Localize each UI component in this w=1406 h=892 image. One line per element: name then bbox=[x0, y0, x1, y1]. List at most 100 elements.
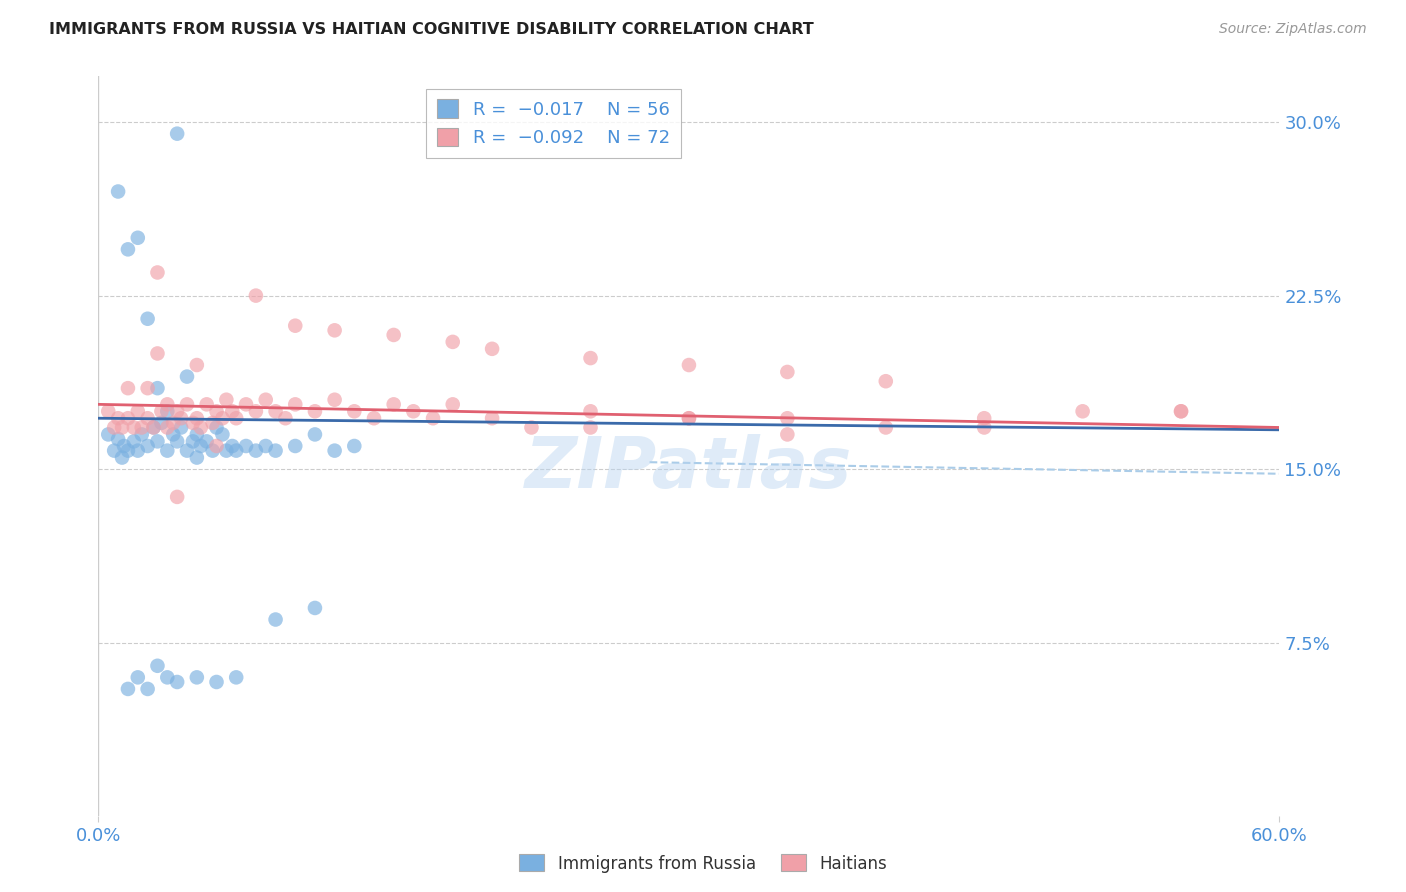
Point bbox=[156, 397, 179, 411]
Point bbox=[127, 670, 149, 684]
Point bbox=[170, 411, 193, 425]
Point bbox=[382, 397, 405, 411]
Point bbox=[156, 404, 179, 418]
Point bbox=[186, 427, 208, 442]
Point bbox=[211, 427, 233, 442]
Point bbox=[186, 411, 208, 425]
Point bbox=[107, 411, 129, 425]
Point bbox=[131, 420, 153, 434]
Point bbox=[221, 439, 243, 453]
Point bbox=[150, 404, 173, 418]
Point bbox=[136, 381, 159, 395]
Point bbox=[181, 434, 204, 449]
Point bbox=[166, 404, 188, 418]
Legend: Immigrants from Russia, Haitians: Immigrants from Russia, Haitians bbox=[513, 847, 893, 880]
Point bbox=[136, 439, 159, 453]
Point bbox=[245, 288, 267, 302]
Point bbox=[181, 416, 204, 430]
Point bbox=[103, 420, 125, 434]
Point bbox=[112, 439, 135, 453]
Point bbox=[117, 243, 139, 257]
Point bbox=[146, 658, 169, 673]
Point bbox=[973, 420, 995, 434]
Point bbox=[579, 404, 602, 418]
Point bbox=[284, 439, 307, 453]
Point bbox=[195, 397, 218, 411]
Point bbox=[127, 443, 149, 458]
Point bbox=[776, 365, 799, 379]
Point bbox=[776, 411, 799, 425]
Point bbox=[127, 404, 149, 418]
Point bbox=[127, 231, 149, 245]
Point bbox=[205, 439, 228, 453]
Point bbox=[166, 675, 188, 690]
Point bbox=[274, 411, 297, 425]
Point bbox=[131, 427, 153, 442]
Point bbox=[136, 681, 159, 696]
Point bbox=[142, 420, 165, 434]
Point bbox=[211, 411, 233, 425]
Point bbox=[304, 404, 326, 418]
Point bbox=[264, 613, 287, 627]
Point bbox=[97, 404, 120, 418]
Point bbox=[264, 443, 287, 458]
Point bbox=[284, 318, 307, 333]
Point bbox=[422, 411, 444, 425]
Point bbox=[245, 404, 267, 418]
Point bbox=[117, 411, 139, 425]
Point bbox=[254, 392, 277, 407]
Point bbox=[156, 443, 179, 458]
Point bbox=[225, 670, 247, 684]
Point bbox=[215, 443, 238, 458]
Point bbox=[186, 450, 208, 465]
Point bbox=[107, 432, 129, 446]
Point bbox=[481, 342, 503, 356]
Point bbox=[235, 439, 257, 453]
Point bbox=[875, 374, 897, 388]
Point bbox=[190, 439, 212, 453]
Point bbox=[225, 411, 247, 425]
Point bbox=[117, 443, 139, 458]
Point bbox=[284, 397, 307, 411]
Point bbox=[520, 420, 543, 434]
Point bbox=[205, 420, 228, 434]
Point bbox=[678, 411, 700, 425]
Point bbox=[221, 404, 243, 418]
Y-axis label: Cognitive Disability: Cognitive Disability bbox=[0, 366, 8, 526]
Point bbox=[190, 420, 212, 434]
Point bbox=[117, 381, 139, 395]
Point bbox=[97, 427, 120, 442]
Point bbox=[678, 411, 700, 425]
Text: Source: ZipAtlas.com: Source: ZipAtlas.com bbox=[1219, 22, 1367, 37]
Point bbox=[186, 670, 208, 684]
Point bbox=[875, 420, 897, 434]
Point bbox=[136, 311, 159, 326]
Point bbox=[166, 490, 188, 504]
Point bbox=[170, 420, 193, 434]
Point bbox=[441, 334, 464, 349]
Point bbox=[103, 443, 125, 458]
Point bbox=[205, 675, 228, 690]
Point bbox=[201, 416, 224, 430]
Point bbox=[678, 358, 700, 372]
Point bbox=[1071, 404, 1094, 418]
Point bbox=[235, 397, 257, 411]
Point bbox=[323, 392, 346, 407]
Point bbox=[117, 681, 139, 696]
Point bbox=[146, 346, 169, 360]
Point bbox=[186, 358, 208, 372]
Point bbox=[156, 670, 179, 684]
Point bbox=[176, 443, 198, 458]
Text: ZIPatlas: ZIPatlas bbox=[526, 434, 852, 503]
Point bbox=[304, 601, 326, 615]
Point bbox=[323, 323, 346, 337]
Point bbox=[363, 411, 385, 425]
Point bbox=[166, 127, 188, 141]
Point bbox=[215, 392, 238, 407]
Point bbox=[136, 411, 159, 425]
Point bbox=[156, 420, 179, 434]
Point bbox=[343, 404, 366, 418]
Point bbox=[201, 443, 224, 458]
Point bbox=[776, 427, 799, 442]
Point bbox=[122, 420, 145, 434]
